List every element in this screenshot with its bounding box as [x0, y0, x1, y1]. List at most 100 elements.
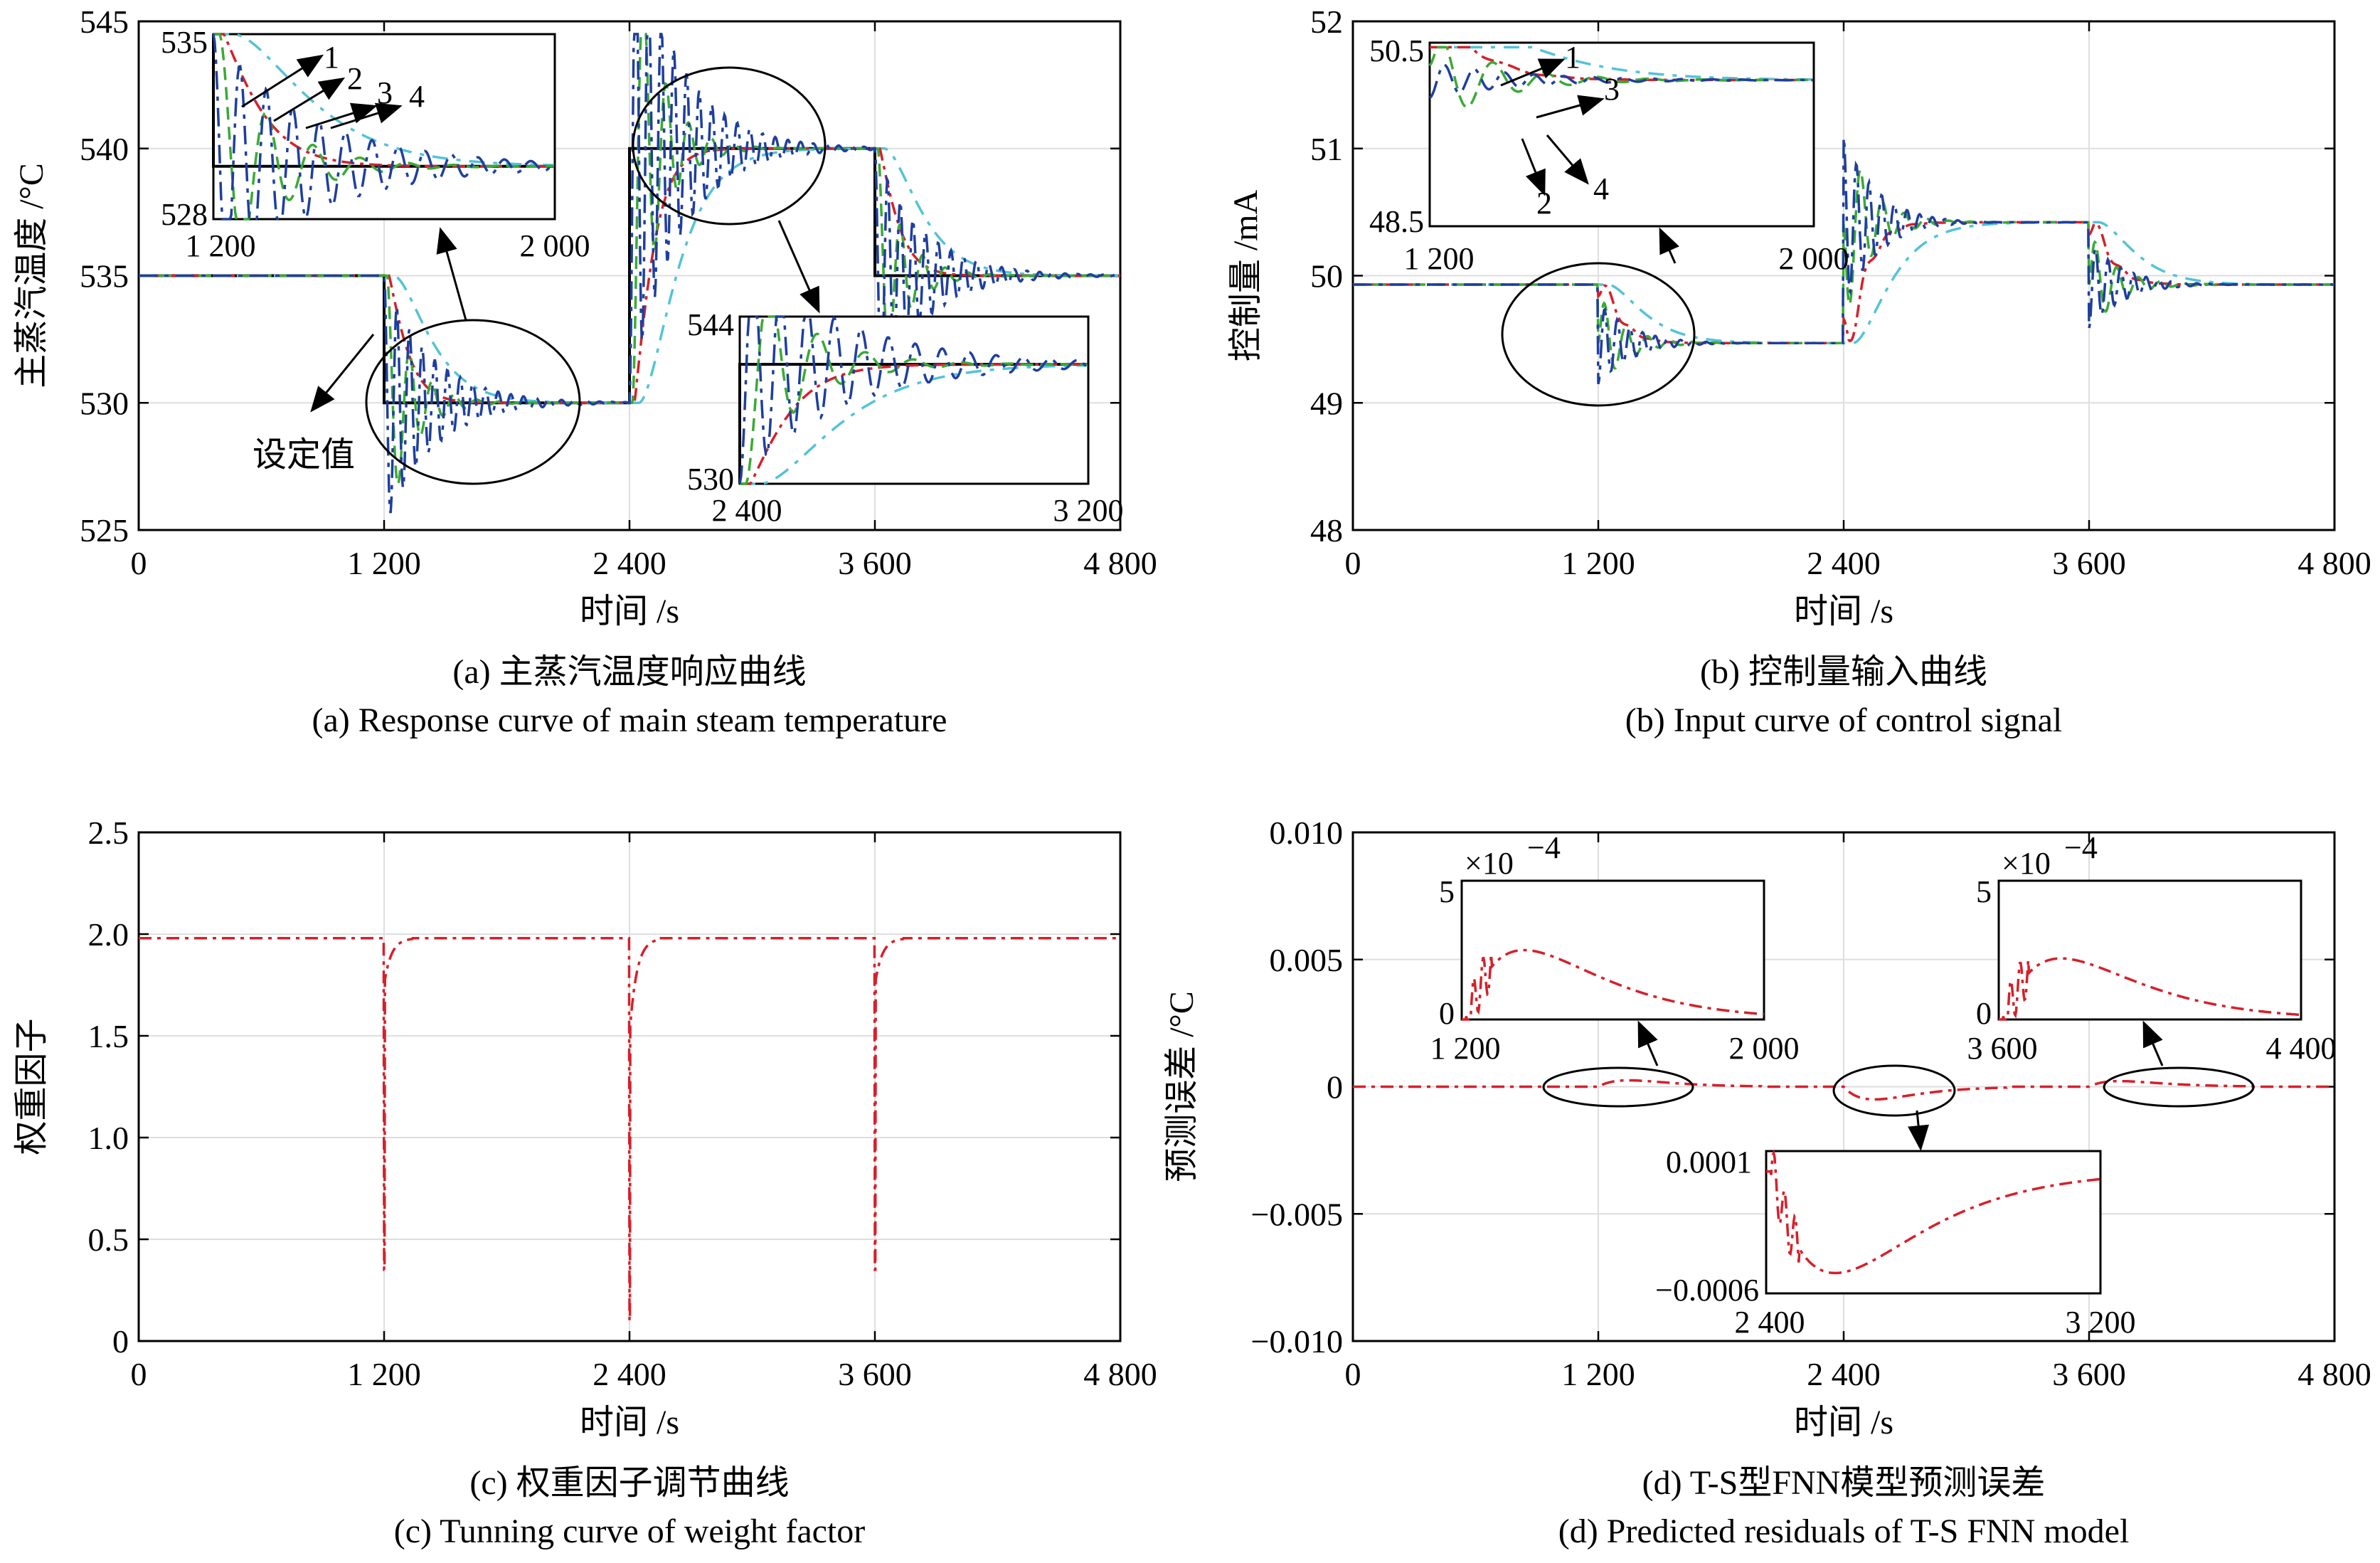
y-tick-label: 0.5 [88, 1222, 129, 1258]
inset-y-min: −0.0006 [1655, 1273, 1759, 1308]
x-tick-label: 4 800 [2297, 545, 2371, 581]
inset-x-max: 4 400 [2266, 1031, 2337, 1066]
inset-exponent: ×10 [1465, 846, 1514, 881]
x-tick-label: 4 800 [2297, 1356, 2371, 1392]
inset-x-min: 2 400 [1735, 1305, 1805, 1340]
callout-arrow [305, 102, 378, 129]
inset-series-1 [212, 33, 555, 221]
inset-series-4 [213, 33, 554, 166]
inset-series-4 [1430, 46, 1813, 81]
inset-series-2 [740, 315, 1088, 485]
inset-frame [1460, 879, 1765, 1021]
series-3-line [1353, 221, 2334, 344]
inset-frame [738, 315, 1090, 485]
callout-arrow [1546, 134, 1589, 185]
inset-setpoint [212, 34, 555, 168]
y-tick-label: 49 [1310, 385, 1343, 421]
callout-arrow [1637, 1020, 1659, 1066]
y-tick-label: 0 [1327, 1069, 1343, 1106]
inset-series-2 [1428, 46, 1813, 109]
inset-y-min: 528 [161, 197, 208, 232]
y-tick-label: 2.5 [88, 815, 129, 851]
weight-factor-line [139, 936, 1120, 1323]
y-tick-label: 525 [80, 512, 129, 549]
inset-x-max: 2 000 [1779, 241, 1849, 276]
caption-cn: (c) 权重因子调节曲线 [469, 1464, 789, 1502]
y-tick-label: 50 [1310, 258, 1343, 295]
inset-y-max: 0.0001 [1666, 1145, 1752, 1180]
y-tick-label: 1.5 [88, 1018, 129, 1054]
inset-residual-line [1999, 957, 2302, 1021]
inset-series-1 [1428, 63, 1813, 99]
y-tick-label: 545 [80, 4, 129, 40]
inset-x-max: 2 000 [520, 228, 590, 263]
inset-residual-line [1462, 948, 1765, 1021]
y-axis-label: 控制量 /mA [1227, 189, 1265, 361]
inset-y-min: 0 [1439, 996, 1455, 1031]
x-tick-label: 1 200 [347, 1356, 421, 1392]
callout-arrow [1908, 1110, 1930, 1151]
callout-arrow [2142, 1020, 2164, 1066]
inset-y-max: 5 [1439, 874, 1455, 909]
inset-series-4 [740, 364, 1088, 485]
x-axis-label: 时间 /s [580, 1404, 679, 1441]
y-tick-label: 0 [112, 1323, 129, 1360]
x-tick-label: 3 600 [2052, 545, 2126, 581]
y-tick-label: 540 [80, 131, 129, 167]
series-label: 3 [377, 75, 393, 110]
x-tick-label: 2 400 [593, 545, 666, 581]
series-label: 4 [409, 79, 425, 114]
zoom-ellipse [1501, 262, 1696, 407]
y-tick-label: 530 [80, 385, 129, 421]
zoom-ellipse [2103, 1066, 2255, 1108]
x-tick-label: 0 [131, 1356, 147, 1392]
zoom-ellipse [632, 66, 827, 226]
inset-x-max: 2 000 [1729, 1031, 1800, 1066]
inset-frame [1997, 879, 2302, 1021]
caption-cn: (a) 主蒸汽温度响应曲线 [452, 653, 806, 691]
inset-x-max: 3 200 [1053, 493, 1124, 528]
y-axis-label: 主蒸汽温度 /°C [13, 163, 51, 388]
inset-frame [212, 33, 556, 221]
inset-x-max: 3 200 [2066, 1305, 2136, 1340]
x-tick-label: 1 200 [1561, 1356, 1635, 1392]
y-tick-label: 48 [1310, 512, 1343, 549]
x-tick-label: 3 600 [838, 1356, 912, 1392]
y-axis-label: 权重因子 [13, 1018, 51, 1155]
x-tick-label: 2 400 [593, 1356, 666, 1392]
inset-exponent-power: −4 [2064, 830, 2098, 865]
panel-a: 0 1 200 2 400 3 600 4 800 525 530 535 540 545 时间 /… [13, 4, 1157, 739]
series-1-line [139, 33, 1121, 514]
y-tick-label: 0.010 [1270, 815, 1344, 851]
y-tick-label: 1.0 [88, 1120, 129, 1156]
inset-y-max: 535 [161, 25, 208, 60]
series-label: 2 [347, 61, 363, 96]
inset-y-min: 0 [1976, 996, 1992, 1031]
y-tick-label: 52 [1310, 4, 1343, 40]
residual-line [1353, 1079, 2334, 1101]
zoom-ellipse [1832, 1064, 1956, 1117]
series-label: 3 [1604, 72, 1620, 107]
panel-b: 0 1 200 2 400 3 600 4 800 48 49 50 51 52 时间 /s 控制量 … [1227, 4, 2371, 739]
x-tick-label: 2 400 [1807, 545, 1881, 581]
inset-exponent: ×10 [2002, 846, 2051, 881]
inset-x-min: 3 600 [1967, 1031, 2038, 1066]
x-tick-label: 4 800 [1083, 1356, 1157, 1392]
caption-en: (d) Predicted residuals of T-S FNN model [1558, 1512, 2130, 1550]
inset-x-min: 1 200 [1404, 241, 1475, 276]
callout-arrow [310, 334, 375, 413]
inset-y-max: 50.5 [1369, 33, 1424, 68]
callout-arrow [777, 220, 820, 314]
series-1-line [1353, 137, 2335, 385]
x-axis-label: 时间 /s [1794, 1404, 1893, 1441]
inset-residual-line [1766, 1149, 2101, 1275]
callout-arrow [273, 77, 346, 122]
caption-cn: (b) 控制量输入曲线 [1700, 653, 1987, 691]
series-label: 1 [324, 40, 339, 75]
callout-arrow [1659, 227, 1679, 264]
x-tick-label: 1 200 [1561, 545, 1635, 581]
panel-c: 0 1 200 2 400 3 600 4 800 0 0.5 1.0 1.5 2.0 2.5 时间 … [13, 815, 1157, 1550]
inset-y-max: 544 [687, 307, 734, 342]
caption-en: (a) Response curve of main steam tempera… [312, 701, 947, 739]
